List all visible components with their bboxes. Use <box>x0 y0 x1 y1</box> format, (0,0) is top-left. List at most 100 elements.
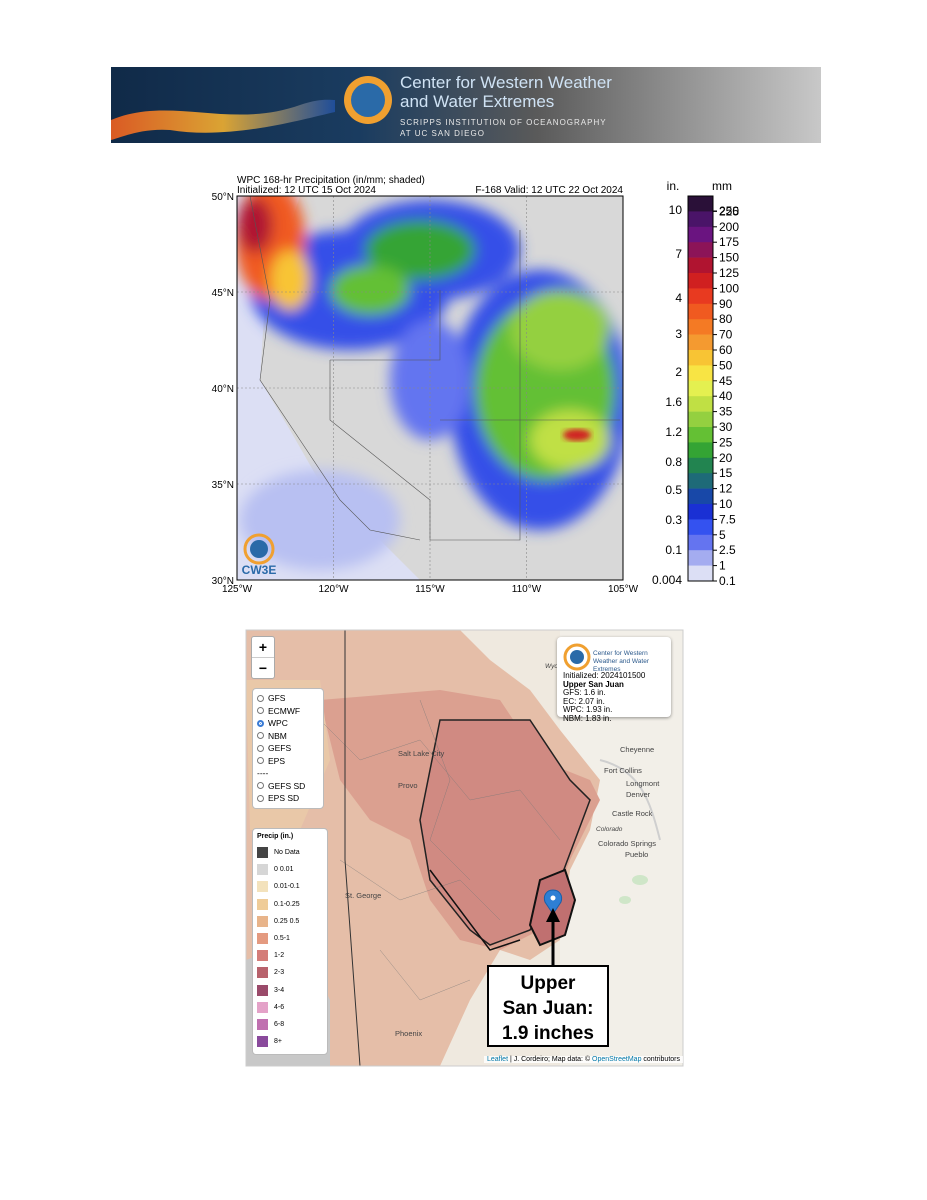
model-label: WPC <box>268 718 288 729</box>
in-label: 2 <box>675 365 682 379</box>
place-label: Longmont <box>626 779 660 788</box>
mm-label: 2.5 <box>719 543 736 557</box>
legend-swatch <box>257 984 268 996</box>
model-label: ---- <box>257 768 269 779</box>
lon-label: 120°W <box>318 584 349 595</box>
in-label: 3 <box>675 327 682 341</box>
model-selector: GFS ECMWF WPC NBM GEFS EPS ---- GEFS SD EPS SD <box>252 688 324 809</box>
colorbar-segment <box>688 534 713 551</box>
legend-item: 8+ <box>257 1033 323 1050</box>
legend-label: 3-4 <box>274 986 285 994</box>
lon-label: 125°W <box>222 584 253 595</box>
attribution-link[interactable]: OpenStreetMap <box>592 1056 642 1063</box>
map-valid: F-168 Valid: 12 UTC 22 Oct 2024 <box>475 185 623 196</box>
radio-button[interactable] <box>257 794 264 802</box>
legend-swatch <box>257 881 268 893</box>
radio-button[interactable] <box>257 707 264 715</box>
popup-basin: Upper San Juan <box>563 679 624 689</box>
mm-label: 5 <box>719 528 726 542</box>
model-label: ECMWF <box>268 705 301 716</box>
legend-label: 6-8 <box>274 1020 285 1028</box>
place-label: Colorado <box>596 826 623 833</box>
legend-label: 0.5-1 <box>274 935 290 943</box>
colorbar-segment <box>688 365 713 382</box>
colorbar-segment <box>688 504 713 520</box>
callout-line: 1.9 inches <box>502 1023 594 1044</box>
place-label: Fort Collins <box>604 766 642 775</box>
lat-label: 35°N <box>212 480 234 491</box>
radio-button[interactable] <box>257 744 264 752</box>
model-option: NBM <box>257 730 319 743</box>
banner-art <box>111 99 335 140</box>
map-title: WPC 168-hr Precipitation (in/mm; shaded) <box>237 175 425 186</box>
legend: Precip (in.) No Data 0 0.01 0.01-0.1 0.1-0.… <box>252 828 328 1056</box>
legend-swatch <box>257 1036 268 1048</box>
attribution-text: | J. Cordeiro; Map data: © <box>508 1056 593 1063</box>
legend-item: 0.5-1 <box>257 930 323 947</box>
model-label: GEFS SD <box>268 780 306 791</box>
in-label: 4 <box>675 291 682 305</box>
model-option: EPS SD <box>257 792 319 805</box>
legend-swatch <box>257 933 268 945</box>
zoom-in[interactable]: + <box>258 639 268 655</box>
mm-label: 175 <box>719 235 739 249</box>
legend-label: 0.01-0.1 <box>274 883 300 891</box>
colorbar-segment <box>688 226 713 243</box>
in-label: 0.3 <box>665 513 682 527</box>
radio-button[interactable] <box>257 757 264 765</box>
legend-swatch <box>257 847 268 859</box>
banner-title: and Water Extremes <box>400 92 554 111</box>
legend-label: 0.1-0.25 <box>274 900 300 908</box>
logo-text: CW3E <box>242 563 277 577</box>
radio-button[interactable] <box>257 719 264 727</box>
in-label: 0.004 <box>652 573 682 587</box>
colorbar-segment <box>688 427 713 443</box>
popup-org: Center for Western Weather and Water Ext… <box>593 650 649 673</box>
mm-label: 150 <box>719 251 739 265</box>
legend-swatch <box>257 898 268 910</box>
mm-label: 60 <box>719 343 733 357</box>
colorbar-segment <box>688 565 713 582</box>
legend-label: 2-3 <box>274 969 285 977</box>
colorbar-segment <box>688 196 713 212</box>
mm-label: 35 <box>719 405 733 419</box>
model-label: GEFS <box>268 743 292 754</box>
callout: Upper San Juan: 1.9 inches <box>487 965 609 1047</box>
mm-label: 1 <box>719 559 726 573</box>
lat-label: 40°N <box>212 384 234 395</box>
colorbar-frame <box>687 195 714 582</box>
mm-label: 25 <box>719 435 733 449</box>
legend-item: No Data <box>257 844 323 861</box>
legend-label: 1-2 <box>274 952 285 960</box>
attribution-link[interactable]: Leaflet <box>487 1056 509 1063</box>
legend-label: 4-6 <box>274 1003 285 1011</box>
banner-logo-inner <box>351 83 385 117</box>
model-label: EPS SD <box>268 793 300 804</box>
colorbar-segment <box>688 442 713 459</box>
legend-item: 0 0.01 <box>257 861 323 878</box>
legend-label: 8+ <box>274 1038 282 1046</box>
precip-field <box>237 196 623 580</box>
model-option: EPS <box>257 755 319 768</box>
banner-subtitle: SCRIPPS INSTITUTION OF OCEANOGRAPHY <box>400 118 607 127</box>
mm-label: 90 <box>719 297 733 311</box>
zoom-out[interactable]: − <box>252 657 274 678</box>
place-label: Cheyenne <box>620 745 654 754</box>
legend-item: 0.1-0.25 <box>257 896 323 913</box>
radio-button[interactable] <box>257 694 264 702</box>
popup-line: WPC: 1.93 in. <box>563 705 613 715</box>
marker-dot <box>550 895 556 901</box>
radio-button[interactable] <box>257 732 264 740</box>
colorbar-segment <box>688 303 713 320</box>
mm-label: 250 <box>719 204 739 218</box>
legend-item: 6-8 <box>257 1016 323 1033</box>
radio-button[interactable] <box>257 782 264 790</box>
mm-label: 80 <box>719 312 733 326</box>
mm-label: 125 <box>719 266 739 280</box>
popup-initialized: Initialized: 2024101500 <box>563 671 646 680</box>
banner-subtitle: AT UC SAN DIEGO <box>400 129 485 138</box>
legend-swatch <box>257 915 268 927</box>
callout-line: Upper <box>520 973 576 994</box>
